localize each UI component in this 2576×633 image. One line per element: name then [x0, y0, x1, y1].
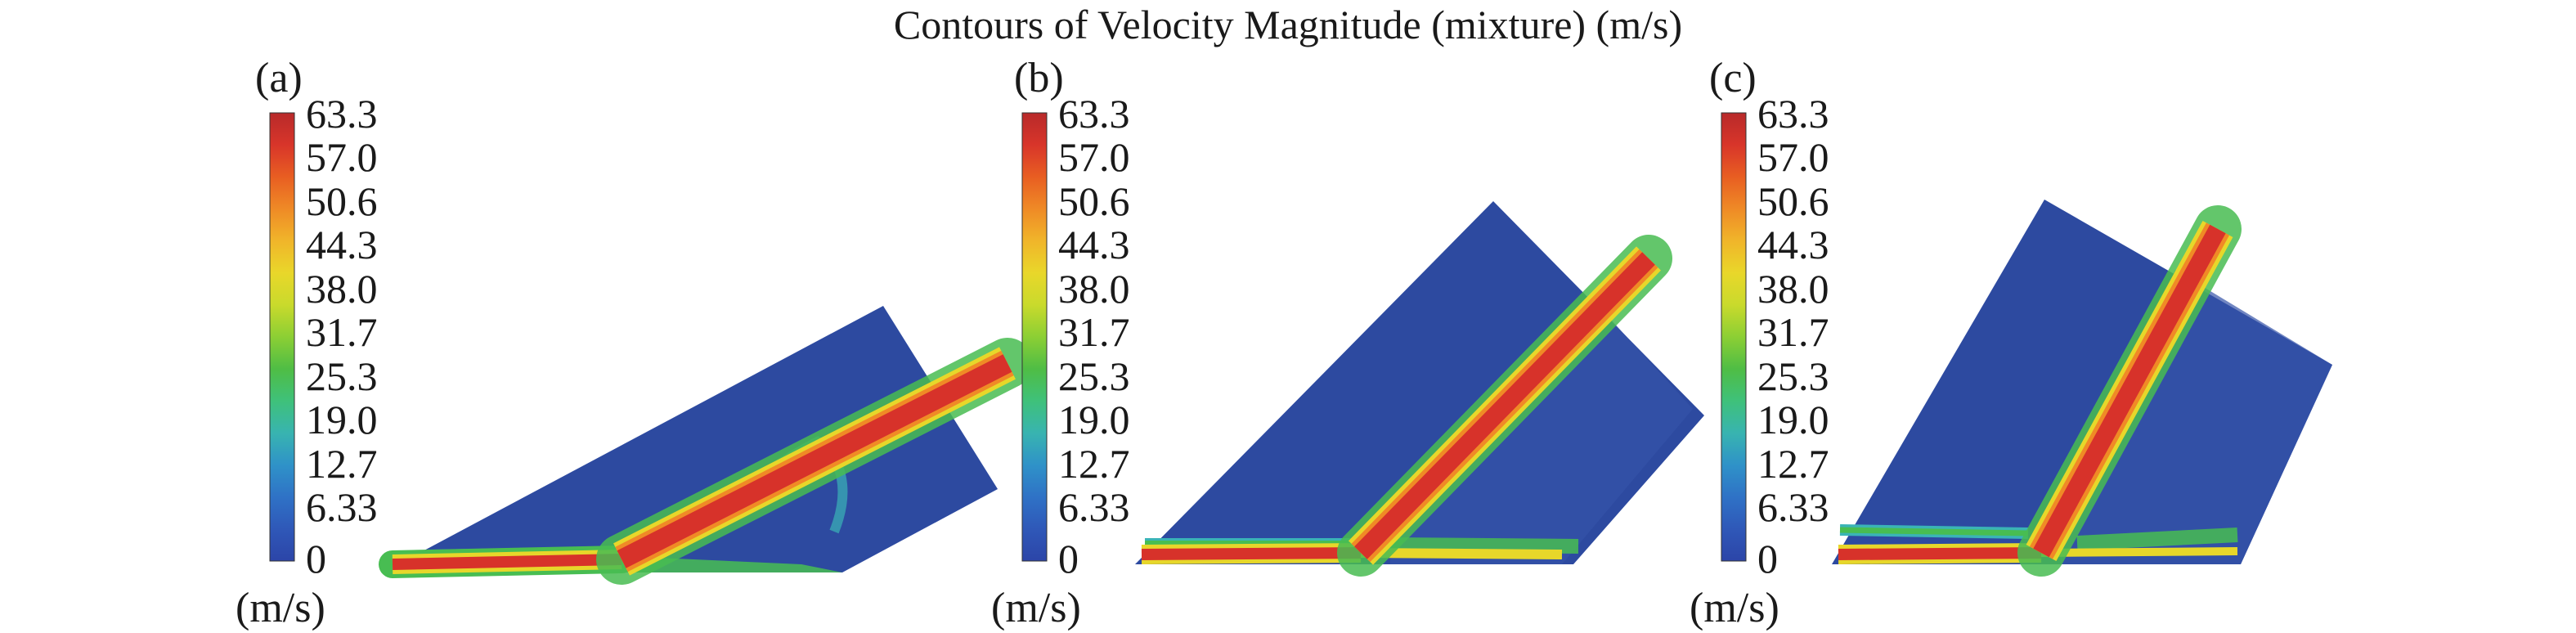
colorbar-tick: 0 [1757, 536, 1778, 581]
panel-b-colorbar-ticks: 63.3 57.0 50.6 44.3 38.0 31.7 25.3 19.0 … [1058, 91, 1130, 581]
panel-b-contour [1135, 201, 1704, 577]
colorbar-tick: 0 [1058, 536, 1079, 581]
panel-a: (a) 63.3 57.0 50.6 44.3 38.0 31.7 25.3 1… [236, 55, 1033, 631]
colorbar-tick: 25.3 [1058, 353, 1130, 399]
colorbar-tick: 63.3 [306, 91, 378, 137]
colorbar-tick: 57.0 [1757, 134, 1829, 180]
colorbar-tick: 57.0 [306, 134, 378, 180]
panel-b: (b) 63.3 57.0 50.6 44.3 38.0 31.7 25.3 1… [991, 55, 1704, 631]
colorbar-tick: 38.0 [1757, 266, 1829, 312]
colorbar-tick: 38.0 [1058, 266, 1130, 312]
colorbar-tick: 6.33 [1058, 484, 1130, 530]
panel-a-label: (a) [255, 55, 303, 101]
figure-title: Contours of Velocity Magnitude (mixture)… [893, 2, 1683, 47]
panel-c-label: (c) [1709, 55, 1757, 101]
panel-a-colorbar [269, 112, 295, 562]
colorbar-tick: 25.3 [1757, 353, 1829, 399]
colorbar-tick: 19.0 [1058, 397, 1130, 442]
colorbar-tick: 38.0 [306, 266, 378, 312]
panel-b-label: (b) [1014, 55, 1064, 101]
colorbar-tick: 50.6 [1757, 178, 1829, 224]
colorbar-tick: 12.7 [306, 441, 378, 487]
colorbar-tick: 31.7 [306, 309, 378, 355]
colorbar-tick: 57.0 [1058, 134, 1130, 180]
colorbar-tick: 63.3 [1058, 91, 1130, 137]
panel-b-unit: (m/s) [991, 585, 1081, 631]
panel-c: (c) 63.3 57.0 50.6 44.3 38.0 31.7 25.3 1… [1690, 55, 2332, 631]
colorbar-tick: 31.7 [1058, 309, 1130, 355]
colorbar-tick: 50.6 [306, 178, 378, 224]
colorbar-tick: 44.3 [306, 222, 378, 267]
colorbar-tick: 63.3 [1757, 91, 1829, 137]
colorbar-tick: 6.33 [1757, 484, 1829, 530]
panel-b-colorbar [1021, 112, 1048, 562]
colorbar-tick: 0 [306, 536, 326, 581]
colorbar-tick: 6.33 [306, 484, 378, 530]
colorbar-tick: 19.0 [1757, 397, 1829, 442]
colorbar-tick: 44.3 [1757, 222, 1829, 267]
colorbar-tick: 19.0 [306, 397, 378, 442]
colorbar-tick: 50.6 [1058, 178, 1130, 224]
colorbar-tick: 44.3 [1058, 222, 1130, 267]
panel-c-colorbar [1721, 112, 1747, 562]
panel-a-unit: (m/s) [236, 585, 325, 631]
panel-c-contour [1832, 200, 2332, 577]
panel-a-colorbar-ticks: 63.3 57.0 50.6 44.3 38.0 31.7 25.3 19.0 … [306, 91, 378, 581]
panel-c-unit: (m/s) [1690, 585, 1779, 631]
colorbar-tick: 31.7 [1757, 309, 1829, 355]
panel-c-colorbar-ticks: 63.3 57.0 50.6 44.3 38.0 31.7 25.3 19.0 … [1757, 91, 1829, 581]
colorbar-tick: 12.7 [1757, 441, 1829, 487]
colorbar-tick: 12.7 [1058, 441, 1130, 487]
panel-a-contour [379, 306, 1033, 585]
colorbar-tick: 25.3 [306, 353, 378, 399]
